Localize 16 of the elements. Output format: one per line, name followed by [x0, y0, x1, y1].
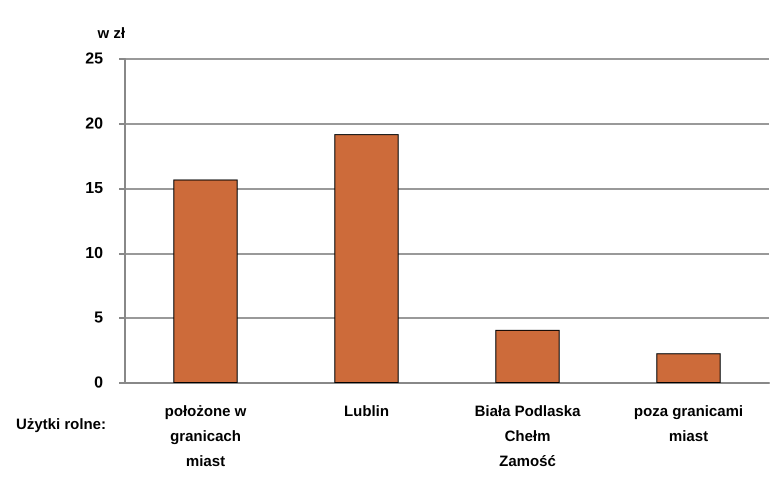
bar [173, 180, 238, 383]
y-tick-label: 5 [94, 310, 104, 327]
x-tick-label: poza granicami miast [634, 403, 744, 445]
text: Użytki rolne: [16, 416, 106, 433]
y-tick-label: 10 [85, 244, 104, 262]
y-tick-label: 25 [85, 50, 104, 68]
bar [656, 353, 721, 383]
x-tick-label: Lublin [344, 403, 389, 420]
x-tick-label: Biała Podlaska Chełm Zamość [474, 403, 582, 470]
bar [495, 330, 560, 383]
y-tick-label: 0 [94, 374, 104, 392]
y-tick-label: 20 [85, 115, 104, 132]
bar [334, 134, 399, 383]
y-axis-title: w zł [96, 25, 126, 42]
x-tick-label: położone w granicach miast [164, 403, 247, 470]
y-tick-label: 15 [85, 180, 104, 198]
